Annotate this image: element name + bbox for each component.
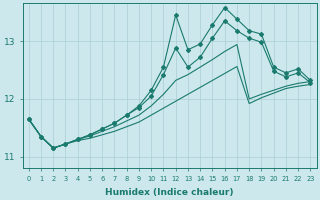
X-axis label: Humidex (Indice chaleur): Humidex (Indice chaleur) (105, 188, 234, 197)
